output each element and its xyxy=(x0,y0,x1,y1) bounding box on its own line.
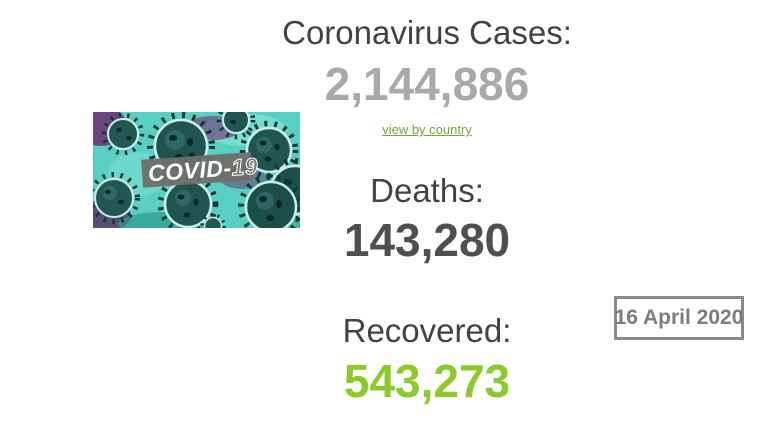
covid-banner-text-main: COVID- xyxy=(147,155,232,187)
deaths-label: Deaths: xyxy=(370,172,484,209)
deaths-value: 143,280 xyxy=(343,214,511,266)
cases-label: Coronavirus Cases: xyxy=(282,14,572,51)
cases-value: 2,144,886 xyxy=(324,58,530,110)
virus-particle xyxy=(239,120,299,180)
recovered-label: Recovered: xyxy=(342,312,512,349)
covid-banner-text-suffix: 19 xyxy=(231,153,259,181)
virus-particle xyxy=(93,172,140,224)
covid-banner: COVID-19 xyxy=(141,152,259,188)
virus-particle xyxy=(101,112,145,156)
date-badge: 16 April 2020 xyxy=(614,296,744,340)
svg-text:COVID-19: COVID-19 xyxy=(147,153,259,187)
covid-19-image: COVID-19 xyxy=(93,112,300,228)
virus-particle xyxy=(157,173,219,228)
view-by-country-link[interactable]: view by country xyxy=(382,122,472,137)
covid-virus-illustration: COVID-19 xyxy=(93,112,300,228)
recovered-value: 543,273 xyxy=(343,355,511,407)
virus-particle xyxy=(200,213,226,228)
virus-particle xyxy=(216,112,256,140)
virus-particle xyxy=(238,174,300,228)
